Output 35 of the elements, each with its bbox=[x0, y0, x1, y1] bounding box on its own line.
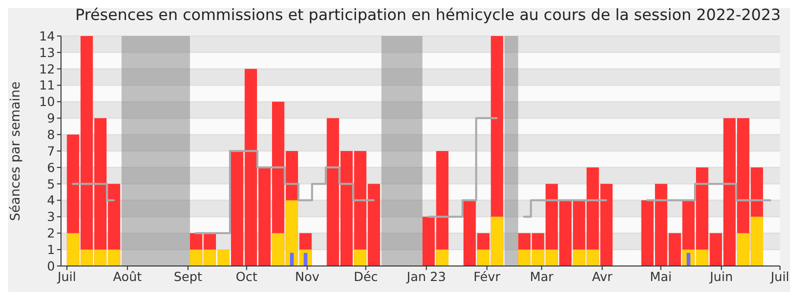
bar bbox=[354, 250, 366, 266]
bar bbox=[290, 252, 294, 266]
x-tick-label: Juil bbox=[56, 268, 76, 284]
y-tick-label: 1 bbox=[47, 242, 55, 258]
y-axis-title: Séances par semaine bbox=[8, 82, 24, 221]
x-tick-label: Jan 23 bbox=[406, 268, 446, 284]
bar bbox=[436, 250, 448, 266]
x-tick-label: Nov bbox=[294, 268, 320, 284]
y-tick-label: 7 bbox=[47, 143, 55, 158]
chart-title: Présences en commissions et participation en hémicycle au cours de la session 2022-2023 bbox=[74, 6, 782, 24]
y-tick-label: 3 bbox=[47, 209, 55, 224]
x-tick-label: Sept bbox=[174, 268, 202, 284]
x-tick-label: Juin bbox=[708, 268, 733, 284]
y-tick-label: 4 bbox=[47, 192, 56, 208]
y-tick-label: 6 bbox=[47, 160, 56, 175]
x-tick-label: Févr bbox=[474, 268, 502, 284]
y-tick-label: 12 bbox=[39, 61, 55, 76]
y-tick-label: 9 bbox=[47, 110, 56, 126]
y-tick-label: 0 bbox=[47, 258, 56, 274]
y-tick-label: 11 bbox=[39, 78, 55, 93]
x-tick-label: Mai bbox=[650, 268, 672, 284]
x-tick-label: Août bbox=[113, 268, 142, 284]
x-tick-label: Mar bbox=[530, 268, 554, 284]
y-tick-label: 13 bbox=[39, 44, 55, 60]
y-tick-label: 5 bbox=[47, 176, 55, 192]
y-tick-label: 14 bbox=[39, 28, 56, 44]
bar bbox=[686, 252, 690, 266]
x-tick-label: Juil bbox=[770, 268, 790, 284]
y-tick-label: 8 bbox=[47, 127, 56, 142]
y-tick-label: 2 bbox=[47, 226, 55, 241]
x-tick-label: Avr bbox=[592, 268, 614, 284]
bar bbox=[304, 252, 308, 266]
y-tick-label: 10 bbox=[39, 94, 56, 110]
x-tick-label: Oct bbox=[236, 268, 258, 284]
x-tick-label: Déc bbox=[354, 268, 378, 284]
